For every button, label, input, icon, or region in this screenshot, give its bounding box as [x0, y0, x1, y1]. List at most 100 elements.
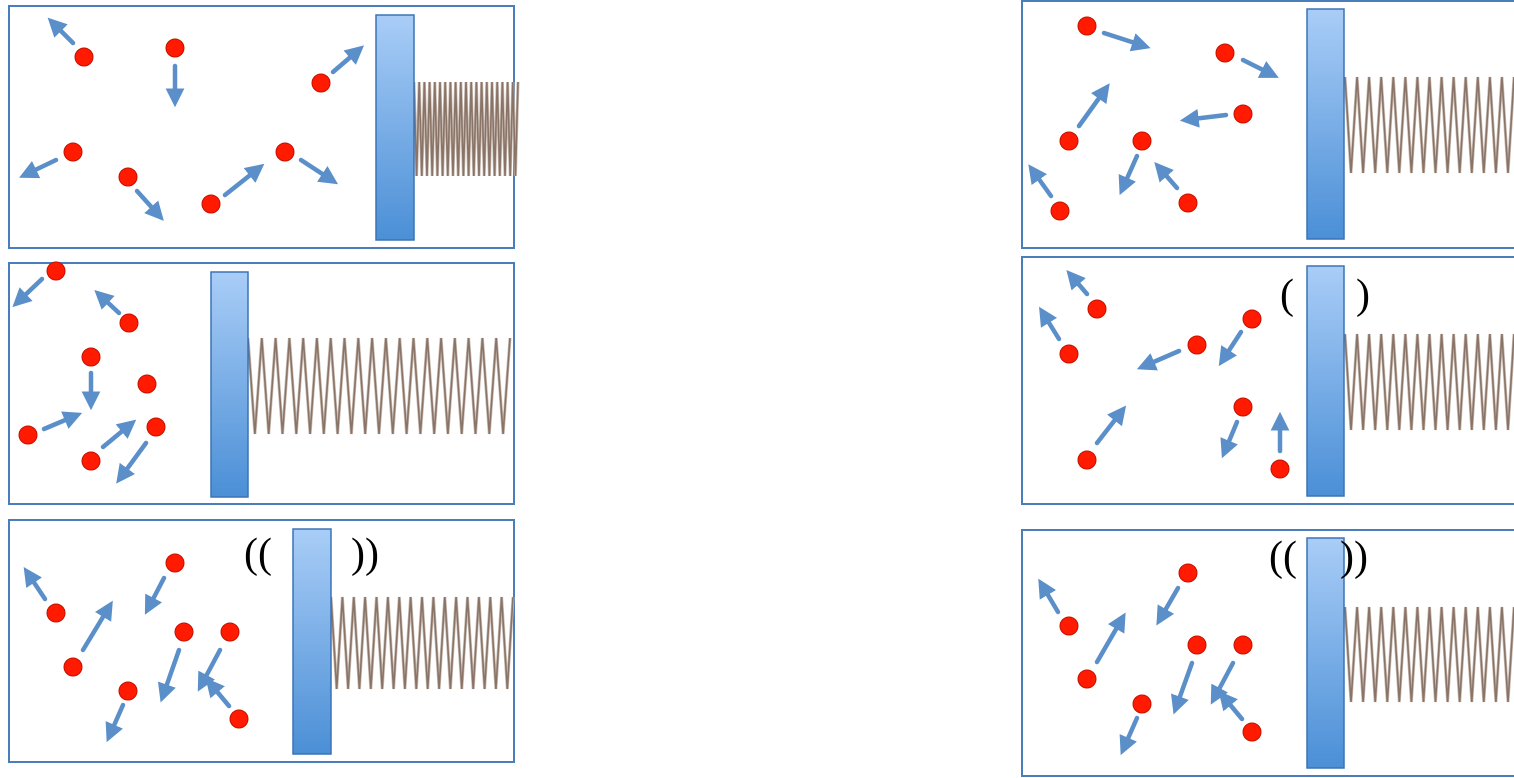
gas-particle-icon	[1059, 616, 1079, 636]
gas-particle-icon	[1077, 669, 1097, 689]
particle-with-velocity	[1077, 405, 1127, 470]
gas-particle-icon	[1059, 344, 1079, 364]
velocity-arrow-icon	[1218, 690, 1245, 722]
spring	[1343, 606, 1514, 703]
gas-particle-icon	[18, 425, 38, 445]
gas-particle-icon	[201, 194, 221, 214]
velocity-arrow-icon	[1210, 660, 1236, 705]
gas-particle-icon	[81, 347, 101, 367]
particle-with-velocity	[81, 347, 101, 411]
particle-with-velocity	[1028, 164, 1070, 221]
particle-with-velocity	[105, 681, 138, 743]
velocity-arrow-icon	[205, 677, 232, 709]
spring-coil	[1344, 76, 1514, 174]
gas-particle-icon	[63, 657, 83, 677]
particle-with-velocity	[1218, 309, 1262, 367]
particle-with-velocity	[165, 38, 185, 108]
velocity-arrow-icon	[1154, 162, 1180, 191]
gas-particle-icon	[1187, 635, 1207, 655]
particle-with-velocity	[1136, 335, 1207, 371]
particle-with-velocity	[1066, 269, 1107, 319]
piston	[1306, 8, 1345, 240]
velocity-arrow-icon	[222, 163, 265, 198]
velocity-arrow-icon	[47, 17, 76, 46]
gas-particle-icon	[119, 313, 139, 333]
particle-with-velocity	[1179, 104, 1253, 128]
gas-particles	[19, 17, 365, 221]
gas-particle-icon	[118, 681, 138, 701]
gas-particle-icon	[1050, 201, 1070, 221]
gas-particles	[1039, 269, 1290, 479]
spring-coil	[1344, 333, 1514, 431]
velocity-arrow-icon	[1076, 83, 1110, 129]
particle-with-velocity	[1215, 43, 1279, 78]
gas-particle-icon	[1270, 459, 1290, 479]
particle-with-velocity	[205, 677, 249, 729]
gas-particle-icon	[1178, 563, 1198, 583]
gas-particle-icon	[174, 622, 194, 642]
particle-with-velocity	[1039, 306, 1079, 364]
velocity-arrow-icon	[1119, 715, 1140, 756]
gas-particle-icon	[165, 38, 185, 58]
gas-particle-icon	[1087, 299, 1107, 319]
particle-with-velocity	[118, 167, 164, 221]
gas-particle-icon	[81, 451, 101, 471]
particle-with-velocity	[1154, 162, 1198, 213]
particle-with-velocity	[275, 142, 339, 185]
gas-particle-icon	[1178, 193, 1198, 213]
velocity-arrow-icon	[105, 702, 126, 743]
velocity-arrow-icon	[1218, 329, 1244, 367]
spring-coil	[330, 596, 514, 690]
gas-particle-icon	[1242, 309, 1262, 329]
spring	[246, 337, 512, 435]
particle-with-velocity	[137, 374, 157, 394]
vibration-mark-open: ((	[1269, 534, 1297, 580]
spring	[1343, 333, 1514, 431]
velocity-arrow-icon	[80, 600, 113, 653]
gas-particles	[1028, 16, 1279, 221]
gas-particle-icon	[220, 622, 240, 642]
panel-right-2: ( )	[1021, 256, 1514, 505]
particle-with-velocity	[1118, 131, 1152, 196]
particle-with-velocity	[197, 622, 240, 692]
gas-particle-icon	[1187, 335, 1207, 355]
gas-particle-icon	[46, 261, 66, 281]
container-frame	[1021, 0, 1514, 249]
container-frame	[1021, 256, 1514, 505]
panel-right-3: (( ))	[1021, 529, 1514, 777]
velocity-arrow-icon	[1066, 269, 1090, 297]
velocity-arrow-icon	[19, 157, 59, 179]
velocity-arrow-icon	[1118, 153, 1140, 196]
gas-particle-icon	[1059, 131, 1079, 151]
velocity-arrow-icon	[1156, 585, 1181, 626]
velocity-arrow-icon	[1028, 164, 1054, 199]
particle-with-velocity	[1077, 612, 1126, 689]
velocity-arrow-icon	[1179, 108, 1229, 128]
velocity-arrow-icon	[94, 289, 122, 316]
piston	[292, 528, 332, 755]
particle-with-velocity	[1171, 635, 1207, 715]
piston	[375, 14, 415, 241]
particle-with-velocity	[1038, 578, 1079, 636]
gas-particle-icon	[74, 47, 94, 67]
particle-with-velocity	[1119, 694, 1152, 756]
vibration-mark-close: )	[1356, 272, 1370, 318]
vibration-mark-open: (	[1280, 272, 1294, 318]
panel-left-3: (( ))	[8, 519, 515, 763]
vibration-mark-close: ))	[351, 531, 379, 577]
container-frame	[1021, 529, 1514, 777]
velocity-arrow-icon	[1171, 660, 1195, 715]
gas-particle-icon	[137, 374, 157, 394]
particle-with-velocity	[23, 566, 66, 623]
particle-with-velocity	[18, 411, 83, 445]
panel-left-2	[8, 261, 515, 505]
particle-with-velocity	[311, 45, 365, 93]
velocity-arrow-icon	[1136, 348, 1182, 371]
vibration-mark-close: ))	[1340, 534, 1368, 580]
piston	[1306, 265, 1345, 497]
particle-with-velocity	[201, 163, 265, 214]
gas-particle-icon	[1233, 104, 1253, 124]
gas-particle-icon	[1077, 16, 1097, 36]
particle-with-velocity	[63, 600, 113, 677]
velocity-arrow-icon	[134, 188, 164, 221]
